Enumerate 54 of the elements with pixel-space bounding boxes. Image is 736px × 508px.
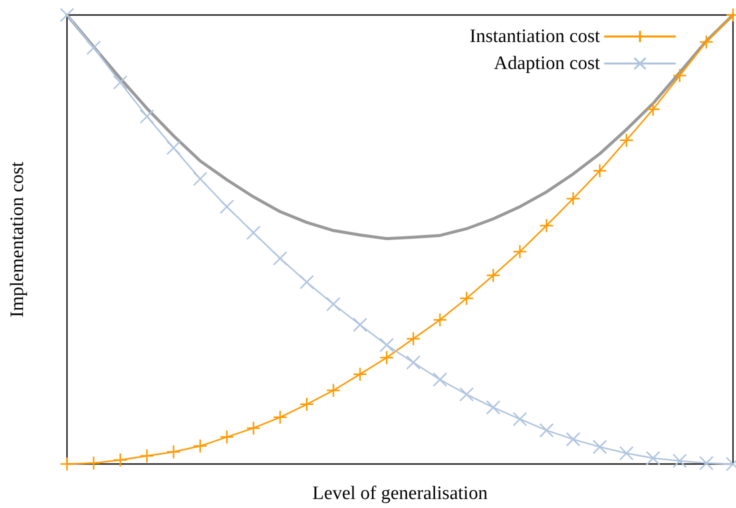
point [60, 456, 74, 472]
point [406, 355, 421, 370]
point [619, 133, 634, 148]
point [672, 68, 687, 83]
point [406, 331, 421, 346]
point [486, 268, 500, 283]
point [113, 452, 128, 468]
point [140, 109, 154, 124]
point [512, 412, 528, 426]
point [166, 444, 181, 460]
point [246, 420, 261, 436]
point [140, 448, 154, 464]
legend-label: Instantiation cost [470, 26, 601, 47]
point [539, 423, 554, 438]
point [220, 430, 234, 444]
point [300, 397, 314, 412]
point [220, 199, 234, 214]
point [192, 438, 208, 454]
point [459, 291, 474, 306]
point [646, 450, 660, 466]
point [379, 338, 394, 352]
point [432, 312, 448, 328]
point [699, 34, 714, 50]
point [352, 366, 368, 382]
point [566, 191, 580, 206]
point [646, 102, 660, 117]
point [86, 40, 101, 56]
point [512, 244, 528, 259]
point [699, 456, 714, 470]
y-axis-title: Implementation cost [7, 160, 28, 318]
point [326, 296, 341, 312]
point [60, 8, 74, 22]
point [539, 218, 554, 233]
point [166, 140, 181, 156]
point [592, 440, 608, 454]
point [379, 350, 394, 365]
point [326, 383, 341, 398]
point [300, 274, 314, 290]
point [459, 387, 474, 402]
point [432, 372, 448, 387]
point [272, 251, 288, 266]
point [672, 454, 687, 468]
x-axis-title: Level of generalisation [312, 483, 488, 504]
point [113, 75, 128, 90]
point [272, 410, 288, 425]
point [86, 456, 101, 470]
point [352, 318, 368, 332]
point [192, 172, 208, 186]
legend-label: Adaption cost [494, 53, 601, 74]
point [246, 226, 261, 240]
point [486, 400, 500, 415]
point [566, 432, 580, 447]
point [592, 164, 608, 178]
point [619, 446, 634, 460]
